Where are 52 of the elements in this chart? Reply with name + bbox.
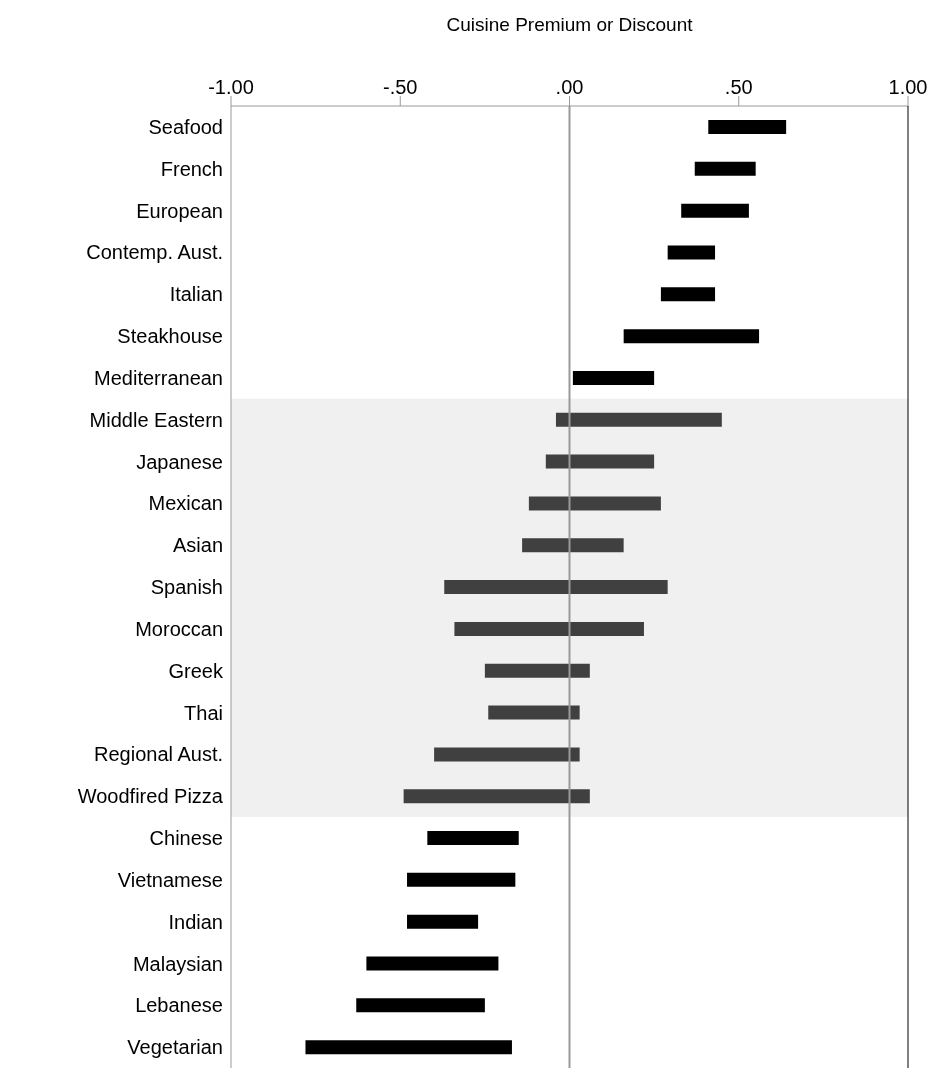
- bar: [694, 161, 756, 176]
- bar: [403, 789, 590, 804]
- y-tick-label: Seafood: [148, 116, 223, 139]
- bar: [681, 203, 749, 218]
- x-tick-label: -1.00: [208, 76, 254, 98]
- bar: [407, 872, 516, 887]
- y-tick-label: Middle Eastern: [89, 408, 223, 431]
- y-tick-label: Italian: [169, 283, 223, 306]
- x-tick-label: -.50: [383, 76, 418, 98]
- bar: [366, 956, 499, 971]
- y-tick-label: Asian: [172, 534, 223, 557]
- y-tick-label: Moroccan: [135, 617, 223, 640]
- bar: [454, 621, 644, 636]
- bar: [555, 412, 722, 427]
- bar: [623, 329, 760, 344]
- bar: [528, 496, 661, 511]
- x-tick-label: 1.00: [888, 76, 928, 98]
- y-tick-label: Indian: [168, 910, 223, 933]
- y-tick-label: Vegetarian: [127, 1036, 223, 1059]
- bar: [488, 705, 580, 720]
- y-tick-label: Woodfired Pizza: [77, 785, 224, 808]
- y-tick-label: Chinese: [149, 827, 223, 850]
- y-tick-label: European: [136, 199, 223, 222]
- y-tick-label: Thai: [184, 701, 223, 724]
- x-tick-label: .00: [555, 76, 584, 98]
- y-tick-label: Vietnamese: [117, 868, 223, 891]
- bar: [660, 287, 716, 302]
- y-tick-label: French: [160, 157, 223, 180]
- bar: [545, 454, 655, 469]
- bar: [484, 663, 590, 678]
- bar: [305, 1040, 512, 1055]
- y-tick-label: Lebanese: [135, 994, 223, 1017]
- y-tick-label: Greek: [168, 659, 224, 682]
- bar: [708, 120, 787, 134]
- y-tick-label: Mediterranean: [94, 366, 223, 389]
- bar: [444, 580, 668, 595]
- y-tick-label: Contemp. Aust.: [86, 241, 223, 264]
- x-tick-label: .50: [724, 76, 753, 98]
- y-tick-label: Steakhouse: [117, 325, 223, 348]
- y-tick-label: Mexican: [148, 492, 223, 515]
- x-axis-title: Cuisine Premium or Discount: [446, 14, 694, 36]
- bar: [407, 914, 479, 929]
- bar: [572, 370, 655, 385]
- bar: [667, 245, 716, 260]
- bar: [356, 998, 485, 1013]
- bar: [522, 538, 624, 553]
- y-tick-label: Regional Aust.: [94, 743, 223, 766]
- bar: [434, 747, 580, 762]
- y-tick-label: Japanese: [136, 450, 223, 473]
- y-tick-label: Spanish: [150, 576, 223, 599]
- y-tick-label: Malaysian: [132, 952, 223, 975]
- bar: [427, 831, 519, 846]
